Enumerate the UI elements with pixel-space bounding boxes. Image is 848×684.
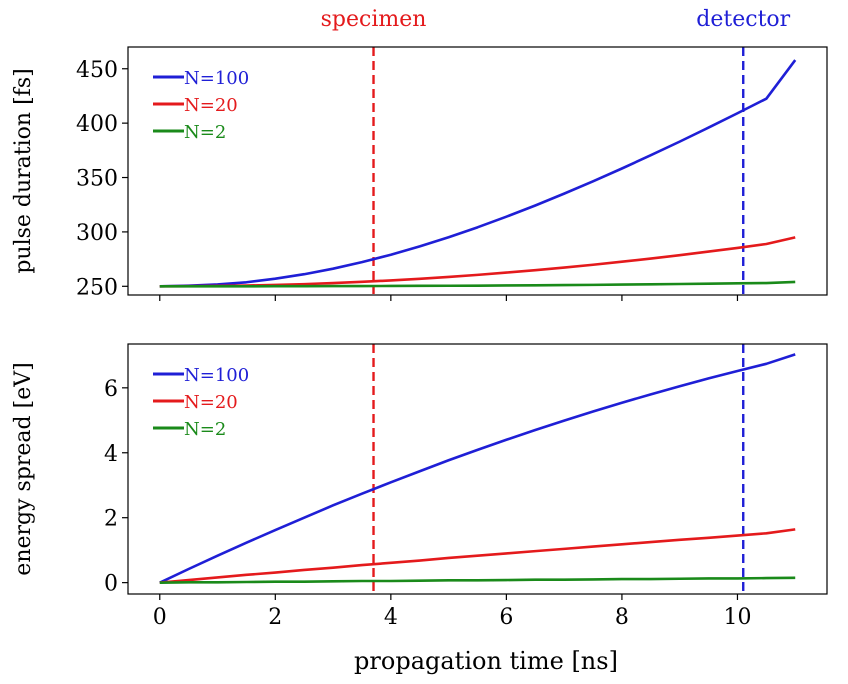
- y-tick-label: 6: [104, 377, 118, 402]
- series-line-n-2: [159, 280, 796, 288]
- x-tick-label: 6: [499, 605, 513, 630]
- legend: N=100 N=20 N=2: [153, 365, 249, 440]
- y-tick-label: 2: [104, 507, 118, 532]
- detector-annotation: detector: [696, 7, 790, 32]
- legend: N=100 N=20 N=2: [153, 68, 249, 143]
- y-tick-label: 450: [76, 58, 118, 83]
- legend-label: N=2: [184, 122, 226, 143]
- x-axis-label: propagation time [ns]: [354, 647, 618, 675]
- y-tick-label: 350: [76, 167, 118, 192]
- y-tick-label: 400: [76, 112, 118, 137]
- x-tick-label: 2: [268, 605, 282, 630]
- x-tick-label: 8: [615, 605, 629, 630]
- y-tick-label: 250: [76, 275, 118, 300]
- series-line-n-2: [159, 576, 796, 584]
- x-tick-label: 0: [153, 605, 167, 630]
- legend-label: N=20: [184, 392, 238, 413]
- axes-frame: [127, 46, 828, 296]
- y-tick-label: 300: [76, 221, 118, 246]
- legend-label: N=100: [184, 68, 249, 89]
- legend-label: N=20: [184, 95, 238, 116]
- series-line-n-100: [159, 353, 796, 584]
- y-axis-label: energy spread [eV]: [11, 362, 36, 575]
- series-line-n-20: [159, 236, 796, 288]
- specimen-annotation: specimen: [321, 7, 427, 32]
- x-tick-label: 4: [384, 605, 398, 630]
- legend-label: N=100: [184, 365, 249, 386]
- series-line-n-20: [159, 528, 796, 584]
- y-axis-label: pulse duration [fs]: [11, 68, 36, 273]
- x-tick-label: 10: [723, 605, 751, 630]
- legend-label: N=2: [184, 419, 226, 440]
- axes-frame: [127, 343, 828, 595]
- y-tick-label: 0: [104, 572, 118, 597]
- y-tick-label: 4: [104, 442, 118, 467]
- series-line-n-100: [159, 59, 797, 288]
